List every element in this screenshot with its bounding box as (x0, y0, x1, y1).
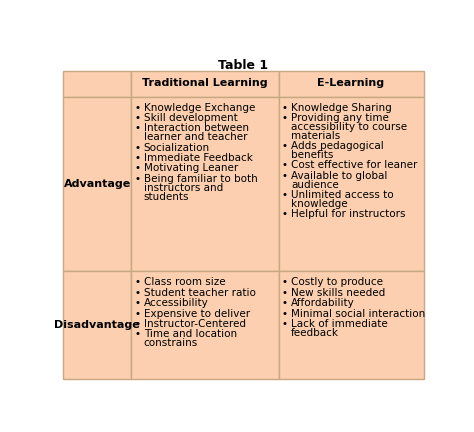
Text: •: • (135, 319, 140, 329)
Text: •: • (282, 308, 288, 319)
Text: •: • (135, 143, 140, 152)
Text: •: • (135, 308, 140, 319)
Text: •: • (135, 124, 140, 133)
Text: •: • (282, 319, 288, 329)
Text: Motivating Leaner: Motivating Leaner (144, 163, 238, 174)
Text: •: • (282, 190, 288, 200)
Text: •: • (135, 163, 140, 174)
Bar (63, 71, 131, 96)
Text: Table 1: Table 1 (218, 59, 268, 72)
Text: learner and teacher: learner and teacher (144, 132, 247, 142)
Bar (63, 96, 131, 271)
Text: feedback: feedback (291, 328, 339, 338)
Text: •: • (282, 113, 288, 123)
Text: Unlimited access to: Unlimited access to (291, 190, 393, 200)
Text: New skills needed: New skills needed (291, 288, 385, 298)
Text: Costly to produce: Costly to produce (291, 277, 383, 287)
Text: Disadvantage: Disadvantage (55, 320, 140, 330)
Bar (131, 96, 279, 271)
Text: •: • (282, 288, 288, 298)
Text: audience: audience (291, 180, 339, 190)
Text: materials: materials (291, 131, 340, 141)
Text: constrains: constrains (144, 338, 198, 348)
Bar (279, 271, 423, 379)
Text: Lack of immediate: Lack of immediate (291, 319, 388, 329)
Text: •: • (282, 298, 288, 308)
Text: •: • (135, 103, 140, 113)
Bar (131, 271, 279, 379)
Text: Interaction between: Interaction between (144, 124, 249, 133)
Text: •: • (282, 103, 288, 113)
Text: •: • (135, 113, 140, 123)
Bar (131, 71, 279, 96)
Text: Available to global: Available to global (291, 171, 387, 181)
Bar (63, 271, 131, 379)
Text: accessibility to course: accessibility to course (291, 122, 407, 132)
Text: Knowledge Sharing: Knowledge Sharing (291, 103, 392, 113)
Text: •: • (282, 160, 288, 170)
Text: •: • (282, 277, 288, 287)
Text: benefits: benefits (291, 150, 333, 160)
Text: Socialization: Socialization (144, 143, 210, 152)
Text: Immediate Feedback: Immediate Feedback (144, 153, 253, 163)
Bar (279, 96, 423, 271)
Text: •: • (282, 171, 288, 181)
Text: Helpful for instructors: Helpful for instructors (291, 210, 405, 219)
Text: Traditional Learning: Traditional Learning (142, 79, 268, 89)
Text: Time and location: Time and location (144, 330, 237, 340)
Text: •: • (135, 153, 140, 163)
Bar (279, 71, 423, 96)
Text: E-Learning: E-Learning (317, 79, 384, 89)
Text: Class room size: Class room size (144, 277, 225, 287)
Text: knowledge: knowledge (291, 199, 347, 209)
Text: instructors and: instructors and (144, 183, 223, 193)
Text: •: • (282, 210, 288, 219)
Text: •: • (135, 330, 140, 340)
Text: Affordability: Affordability (291, 298, 355, 308)
Text: Being familiar to both: Being familiar to both (144, 174, 257, 184)
Text: Advantage: Advantage (64, 178, 131, 188)
Text: •: • (282, 141, 288, 151)
Text: Skill development: Skill development (144, 113, 237, 123)
Text: Providing any time: Providing any time (291, 113, 389, 123)
Text: students: students (144, 192, 189, 202)
Text: Expensive to deliver: Expensive to deliver (144, 308, 250, 319)
Text: Minimal social interaction: Minimal social interaction (291, 308, 425, 319)
Text: Cost effective for leaner: Cost effective for leaner (291, 160, 417, 170)
Text: •: • (135, 288, 140, 298)
Text: Knowledge Exchange: Knowledge Exchange (144, 103, 255, 113)
Text: Instructor-Centered: Instructor-Centered (144, 319, 246, 329)
Text: •: • (135, 174, 140, 184)
Text: Accessibility: Accessibility (144, 298, 209, 308)
Text: •: • (135, 298, 140, 308)
Text: Student teacher ratio: Student teacher ratio (144, 288, 255, 298)
Text: Adds pedagogical: Adds pedagogical (291, 141, 384, 151)
Text: •: • (135, 277, 140, 287)
